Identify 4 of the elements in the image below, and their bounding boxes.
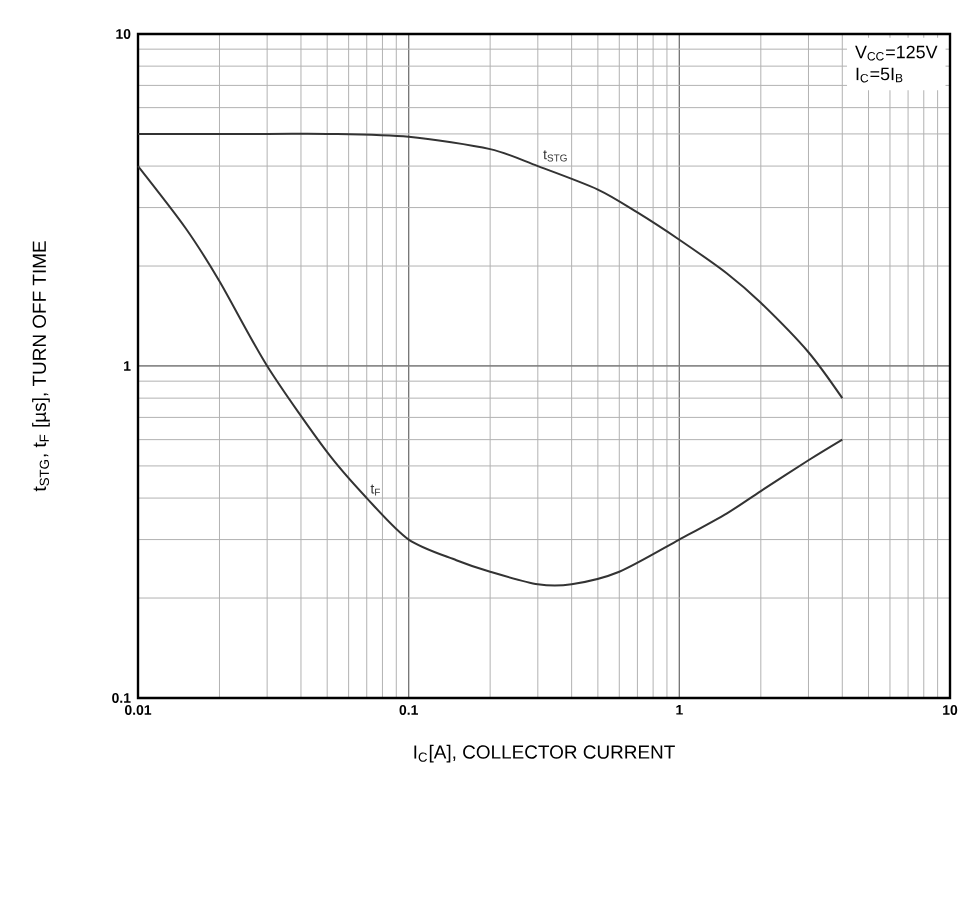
x-axis-title: I$_{C}$[A], COLLECTOR CURRENT bbox=[414, 744, 675, 763]
y-axis-title: t$_{STG}$, t$_{F}$ [µs], TURN OFF TIME bbox=[32, 241, 50, 492]
annotation: V$_{CC}$=125V bbox=[855, 45, 938, 61]
annotation: I$_{C}$=5I$_{B}$ bbox=[856, 67, 903, 83]
